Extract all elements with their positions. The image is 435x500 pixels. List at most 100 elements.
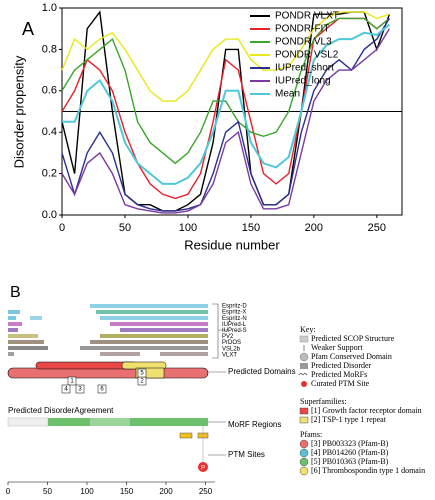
key-item: Predicted MoRFs [311, 370, 367, 379]
y-axis-title: Disorder propensity [11, 55, 26, 168]
series-line [61, 18, 390, 212]
key-swatch [299, 335, 309, 343]
x-axis-title: Residue number [184, 237, 280, 252]
track-bar [8, 340, 44, 344]
domain-bar [135, 367, 165, 379]
section-label: Predicted Domains [228, 367, 296, 376]
series-line [61, 11, 390, 102]
domain-box-label: 5 [140, 371, 144, 377]
x-tick-label: 50 [119, 222, 131, 234]
track-bar [80, 346, 208, 350]
y-tick-label: 0.2 [42, 168, 57, 180]
section-label: MoRF Regions [228, 420, 281, 429]
track-label: Espritz-X [222, 310, 246, 316]
track-label: IUPred-S [222, 328, 247, 334]
key-swatch [299, 407, 309, 415]
ptm-symbol: P [201, 466, 205, 472]
track-bar [100, 316, 208, 320]
panel-b: B 1 2 3 4 5 6 [6, 284, 425, 496]
track-bar [8, 334, 38, 338]
b-tick-label: 0 [6, 487, 11, 496]
key-swatch [299, 448, 309, 458]
superfamilies-title: Superfamilies: [300, 397, 347, 406]
domain-box-label: 4 [64, 387, 68, 393]
series-line [61, 17, 390, 200]
track-label: Espritz-D [222, 304, 247, 310]
morf-region [179, 432, 193, 439]
series-line [62, 23, 391, 185]
series-line [61, 17, 390, 165]
track-bar [100, 334, 208, 338]
key-item: [6] Thrombospondin type 1 domain [311, 466, 425, 475]
domain-box-label: 3 [78, 387, 82, 393]
domain-bar [7, 367, 209, 379]
legend-label: PONDR VLXT [275, 11, 339, 22]
track-label: IUPred-L [222, 322, 247, 328]
legend-label: IUPred_long [275, 76, 331, 87]
domain-box [61, 384, 71, 394]
key-item: [4] PB014260 (Pfam-B) [311, 448, 389, 457]
domain-boxes: 1 2 3 4 5 6 [61, 368, 147, 394]
b-tick-label: 150 [120, 487, 134, 496]
y-tick-label: 1.0 [42, 2, 57, 14]
y-tick-label: 0.6 [42, 85, 57, 97]
x-tick-label: 150 [242, 222, 260, 234]
domain-box [97, 384, 107, 394]
key-swatch [299, 416, 309, 424]
key-item: Predicted Disorder [311, 361, 372, 370]
key-swatch [298, 372, 308, 376]
track-bar [30, 316, 42, 320]
track-bar [96, 310, 208, 314]
panel-label: A [22, 19, 34, 39]
x-tick-label: 0 [59, 222, 65, 234]
track-bar [8, 322, 22, 326]
key-swatch [301, 381, 307, 387]
agreement-label: Predicted DisorderAgreement [8, 406, 114, 415]
key-item: Curated PTM Site [311, 379, 370, 388]
track-bar [90, 340, 208, 344]
track-bar [120, 328, 208, 332]
track-label: VLXT [222, 352, 237, 358]
y-tick-label: 0.4 [42, 126, 57, 138]
x-tick-label: 100 [179, 222, 197, 234]
track-bar [110, 322, 208, 326]
ptm-site [198, 462, 208, 472]
key-item: Weaker Support [311, 343, 363, 352]
track-label: Espritz-N [222, 316, 247, 322]
panel-label: B [10, 284, 21, 301]
b-tick-label: 50 [43, 487, 52, 496]
domain-box [137, 368, 147, 378]
key-title: Key: [300, 325, 316, 334]
domain-box-label: 1 [70, 379, 74, 385]
agreement-bar [90, 418, 130, 426]
series-line [61, 28, 390, 214]
pfams-title: Pfams: [300, 430, 322, 439]
track-bar [160, 352, 208, 356]
key-swatch [300, 363, 308, 369]
x-tick-label: 200 [305, 222, 323, 234]
key-item: [1] Growth factor receptor domain [311, 406, 422, 415]
y-tick-label: 0.0 [42, 209, 57, 221]
domain-box-label: 6 [100, 387, 104, 393]
key-item: [2] TSP-1 type 1 repeat [311, 415, 387, 424]
legend-label: IUPred_short [275, 63, 334, 74]
x-tick-label: 250 [368, 222, 386, 234]
track-label: PrDOS [222, 340, 241, 346]
b-tick-label: 200 [159, 487, 173, 496]
track-bar [8, 346, 48, 350]
track-bar [8, 352, 14, 356]
key-swatch [299, 466, 309, 476]
key-item: [5] PB010363 (Pfam-B) [311, 457, 389, 466]
domain-box [75, 384, 85, 394]
key-swatch [299, 439, 309, 449]
legend-label: PONDR VL3 [275, 37, 332, 48]
track-bar [8, 316, 16, 320]
section-label: PTM Sites [228, 450, 265, 459]
b-tick-label: 250 [199, 487, 213, 496]
domain-box [67, 376, 77, 386]
track-bar [8, 310, 20, 314]
domain-bar [35, 361, 137, 370]
track-bar [90, 304, 208, 308]
bracket [212, 303, 228, 359]
track-label: PV2 [222, 334, 234, 340]
